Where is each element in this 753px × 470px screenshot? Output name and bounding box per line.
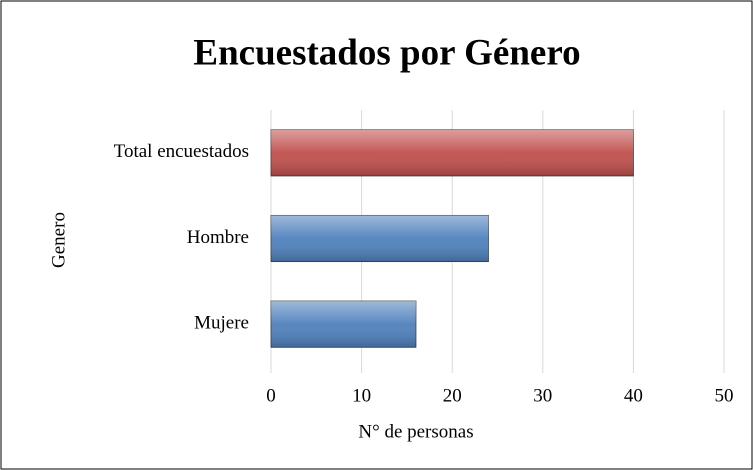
chart-title: Encuestados por Género bbox=[193, 32, 580, 73]
y-tick-label: Total encuestados bbox=[114, 141, 249, 162]
x-tick-label: 50 bbox=[715, 385, 734, 406]
bar bbox=[270, 129, 634, 177]
x-tick-label: 0 bbox=[266, 385, 276, 406]
y-tick-label: Mujere bbox=[194, 313, 249, 334]
x-axis-title: N° de personas bbox=[358, 421, 473, 442]
bar bbox=[270, 300, 417, 348]
x-tick-label: 20 bbox=[443, 385, 462, 406]
bar bbox=[270, 214, 489, 263]
x-tick-label: 30 bbox=[533, 385, 552, 406]
y-tick-label: Hombre bbox=[187, 227, 249, 248]
x-tick-label: 40 bbox=[624, 385, 643, 406]
y-axis-title: Genero bbox=[48, 212, 69, 268]
x-tick-label: 10 bbox=[352, 385, 371, 406]
